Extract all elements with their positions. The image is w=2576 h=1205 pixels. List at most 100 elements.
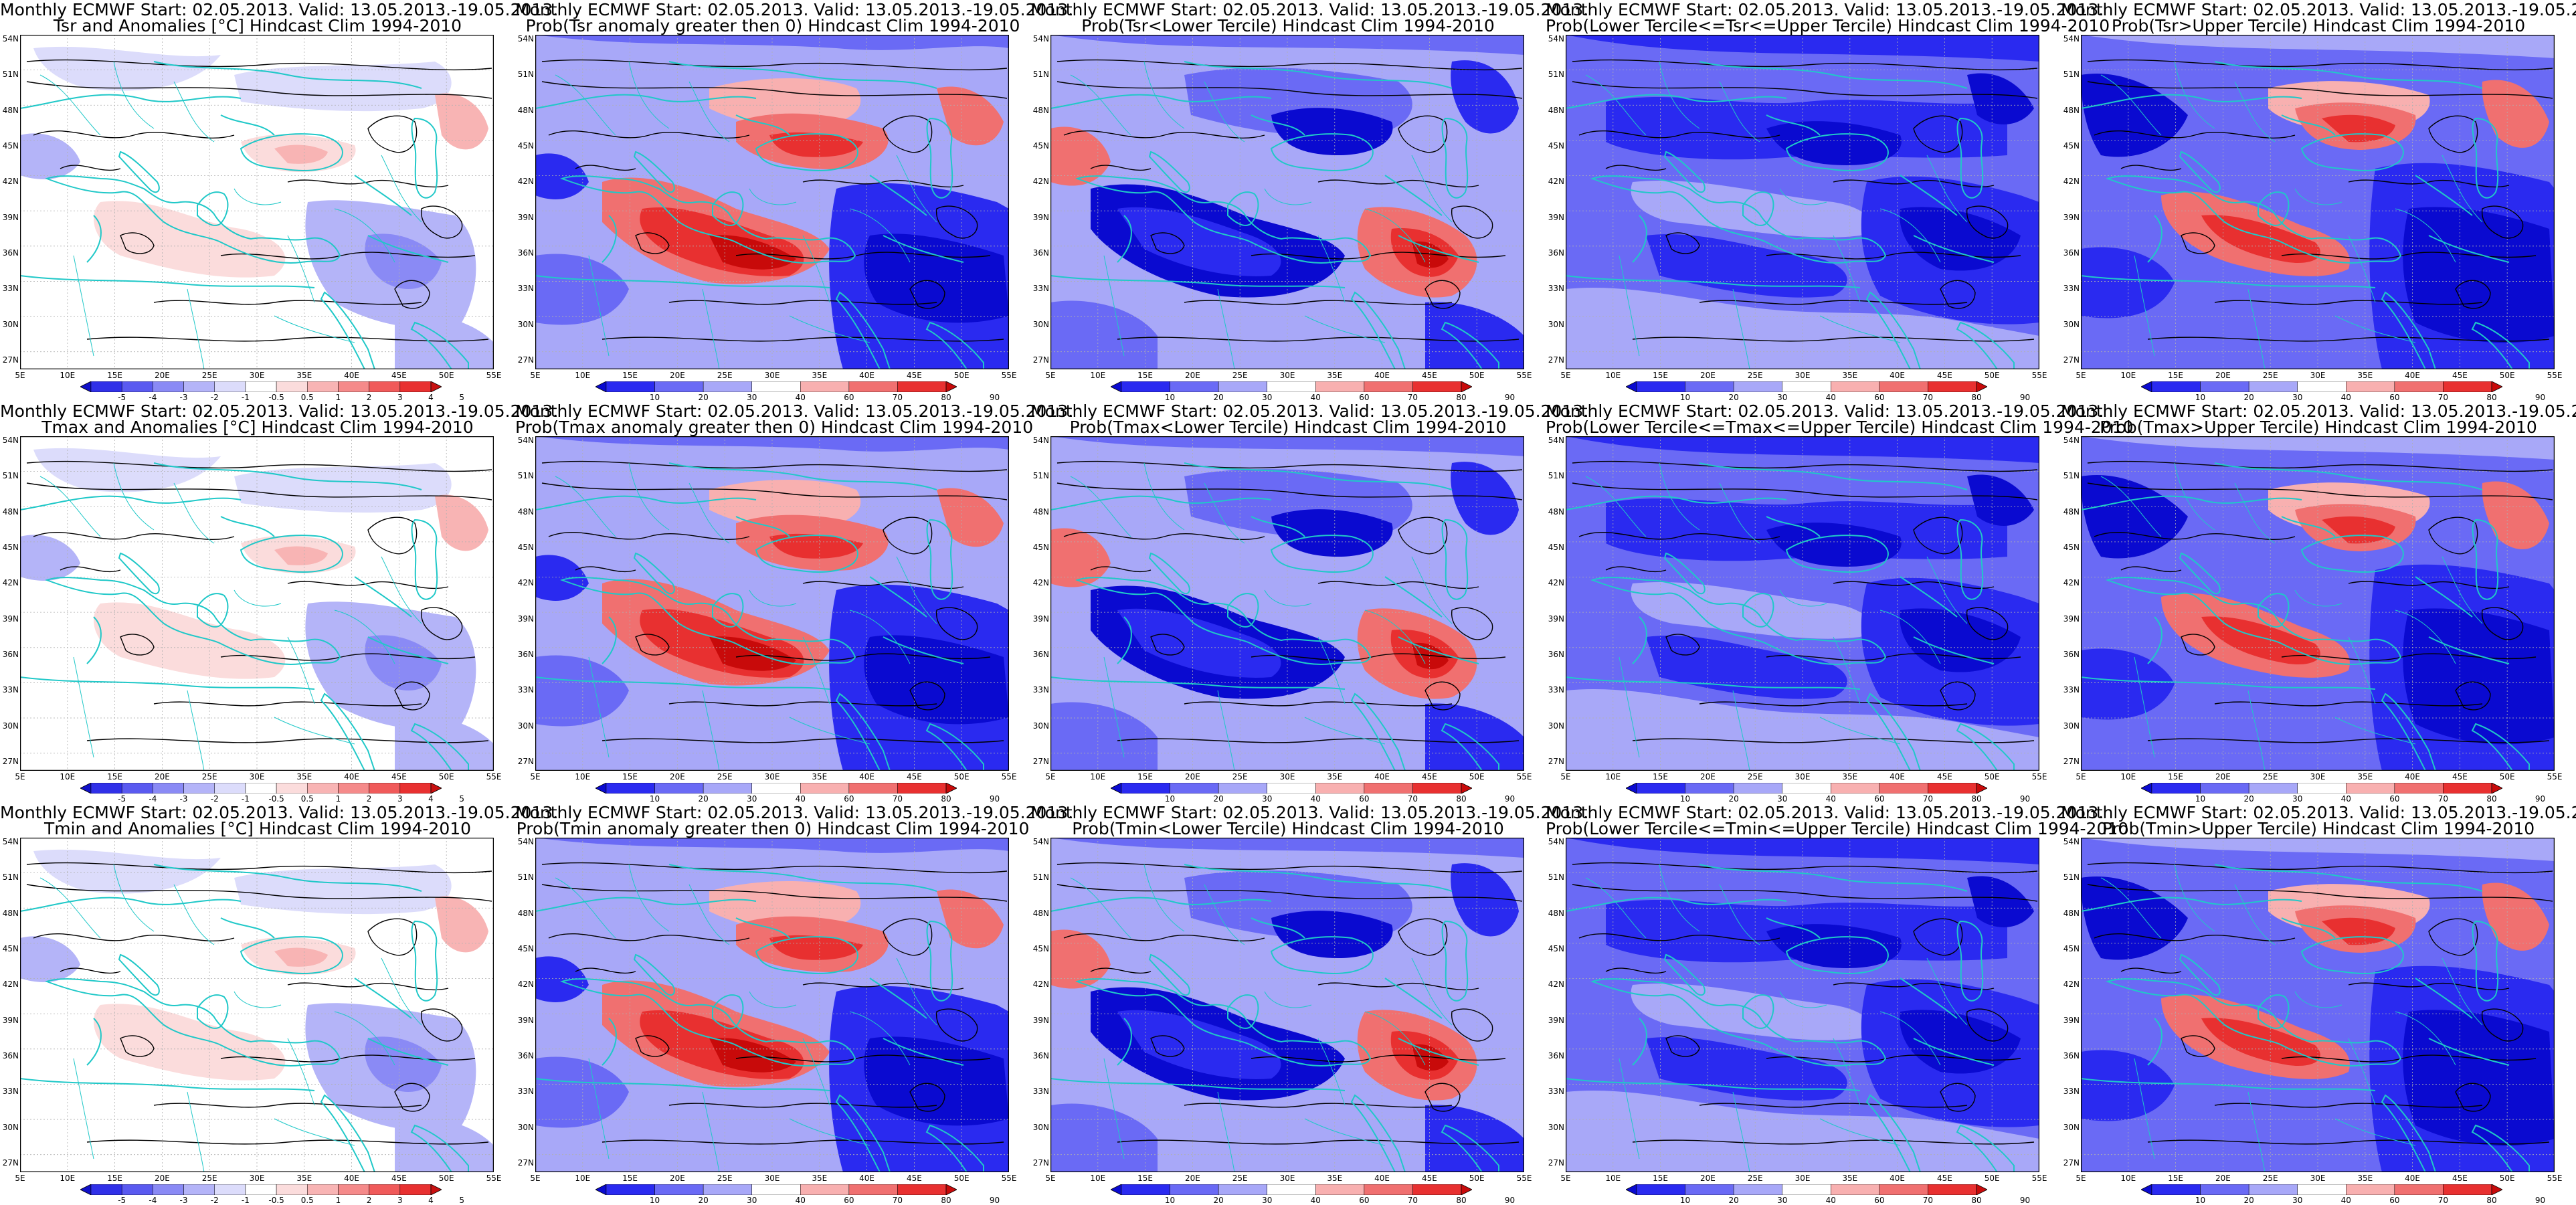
field-area bbox=[1412, 642, 1449, 670]
coastline bbox=[883, 1038, 964, 1066]
border-line bbox=[749, 589, 797, 607]
contour-line bbox=[1184, 701, 1453, 707]
longitude-tick-label: 50E bbox=[953, 772, 970, 781]
contour-line bbox=[602, 337, 1004, 342]
border-line bbox=[2174, 61, 2215, 129]
longitude-tick-label: 5E bbox=[1045, 772, 1056, 781]
longitude-tick-label: 5E bbox=[2076, 772, 2086, 781]
colorbar-tick-label: 10 bbox=[1164, 794, 1176, 804]
panel-title-line-2: Tsr and Anomalies [°C] Hindcast Clim 199… bbox=[53, 16, 462, 35]
country-borders bbox=[1585, 462, 1968, 771]
border-line bbox=[2395, 1011, 2456, 1066]
colorbar-under-arrow bbox=[595, 783, 607, 794]
sea-coastline bbox=[2472, 519, 2499, 600]
longitude-tick-label: 55E bbox=[486, 772, 502, 781]
sea-coastline bbox=[1441, 117, 1469, 199]
contour-line bbox=[1940, 681, 1976, 711]
contour-line bbox=[1699, 701, 1968, 707]
sea-coastline bbox=[755, 133, 858, 171]
colorbar-over-arrow bbox=[1461, 1184, 1472, 1195]
map-frame bbox=[20, 838, 494, 1172]
longitude-tick-label: 10E bbox=[1090, 1174, 1106, 1183]
coastline bbox=[1699, 462, 1968, 490]
latitude-tick-label: 51N bbox=[517, 70, 534, 80]
contour-line bbox=[1056, 59, 1523, 71]
contour-line bbox=[1424, 1083, 1461, 1112]
colorbar-tick-label: 60 bbox=[2389, 794, 2400, 804]
longitude-tick-label: 25E bbox=[2262, 371, 2278, 380]
border-line bbox=[628, 61, 670, 129]
coastline bbox=[1117, 616, 1132, 664]
field-area bbox=[1425, 1105, 1524, 1172]
border-line bbox=[555, 877, 616, 939]
border-line bbox=[1204, 884, 1245, 945]
contour-line bbox=[575, 566, 636, 573]
latitude-tick-label: 48N bbox=[1548, 908, 1564, 918]
latitude-tick-label: 36N bbox=[1032, 1051, 1049, 1060]
colorbar-tick-label: 0.5 bbox=[300, 1196, 314, 1205]
sea-coastline bbox=[560, 978, 856, 1067]
border-line bbox=[1619, 1058, 1640, 1160]
border-line bbox=[1719, 884, 1760, 945]
border-line bbox=[849, 1011, 911, 1066]
sea-coastline bbox=[1956, 920, 1984, 1002]
coastline bbox=[1050, 94, 1272, 109]
colorbar-tick-label: -2 bbox=[210, 393, 219, 402]
country-borders bbox=[1585, 864, 1968, 1172]
field-area bbox=[1451, 60, 1519, 134]
panel-title-line-1: Monthly ECMWF Start: 02.05.2013. Valid: … bbox=[1546, 0, 2104, 19]
colorbar-segment bbox=[369, 783, 401, 794]
sea-coastline bbox=[2300, 133, 2404, 171]
colorbar-tick-label: -0.5 bbox=[268, 393, 284, 402]
contour-line bbox=[909, 1083, 945, 1112]
latitude-tick-label: 51N bbox=[2063, 471, 2080, 481]
colorbar-tick-label: -0.5 bbox=[268, 1196, 284, 1205]
contour-line bbox=[548, 933, 750, 942]
colorbar-over-arrow bbox=[945, 381, 957, 392]
coastline bbox=[20, 275, 315, 288]
longitude-tick-label: 50E bbox=[1984, 371, 2000, 380]
longitude-tick-label: 5E bbox=[1560, 371, 1571, 380]
coastline bbox=[153, 462, 422, 490]
colorbar-tick-label: 80 bbox=[941, 1196, 951, 1205]
border-line bbox=[1833, 636, 1861, 705]
coastlines bbox=[1050, 61, 1499, 369]
coastline bbox=[220, 917, 275, 939]
border-line bbox=[274, 717, 355, 745]
longitude-tick-label: 15E bbox=[1653, 1174, 1669, 1183]
field-area bbox=[2322, 917, 2395, 945]
coastline bbox=[602, 1018, 617, 1066]
latitude-tick-label: 33N bbox=[1548, 1087, 1564, 1097]
field-area bbox=[2403, 608, 2555, 745]
field-area bbox=[1900, 1010, 2021, 1074]
contour-line bbox=[394, 681, 430, 711]
contour-line bbox=[2094, 933, 2296, 942]
colorbar bbox=[2141, 381, 2502, 392]
border-line bbox=[234, 991, 282, 1008]
longitude-tick-label: 25E bbox=[201, 371, 217, 380]
border-line bbox=[39, 74, 101, 136]
sea-coastline bbox=[925, 321, 984, 369]
latitude-tick-label: 42N bbox=[1548, 980, 1564, 990]
sea-coastline bbox=[2106, 978, 2402, 1067]
longitude-tick-label: 25E bbox=[2262, 1174, 2278, 1183]
colorbar-tick-label: 40 bbox=[795, 794, 806, 804]
border-line bbox=[2334, 717, 2416, 745]
latitude-tick-label: 42N bbox=[517, 578, 534, 588]
sea-coastline bbox=[1075, 175, 1372, 264]
colorbar-tick-label: 30 bbox=[1262, 393, 1273, 402]
latitude-tick-label: 54N bbox=[2, 34, 19, 43]
border-line bbox=[1264, 188, 1312, 205]
map-panel-tmax-prob-mid: Monthly ECMWF Start: 02.05.2013. Valid: … bbox=[1546, 401, 2134, 804]
sea-coastline bbox=[1148, 953, 1190, 996]
longitude-tick-label: 5E bbox=[530, 1174, 541, 1183]
latitude-tick-label: 33N bbox=[1548, 284, 1564, 294]
colorbar-segment bbox=[848, 783, 898, 794]
colorbar-segment bbox=[214, 1184, 246, 1195]
colorbar-segment bbox=[121, 1184, 153, 1195]
longitude-tick-label: 20E bbox=[2215, 371, 2231, 380]
colorbar-tick-label: 10 bbox=[1164, 1196, 1176, 1205]
latitude-tick-label: 36N bbox=[1548, 248, 1564, 258]
shaded-field bbox=[2081, 838, 2555, 1172]
border-line bbox=[555, 476, 616, 537]
